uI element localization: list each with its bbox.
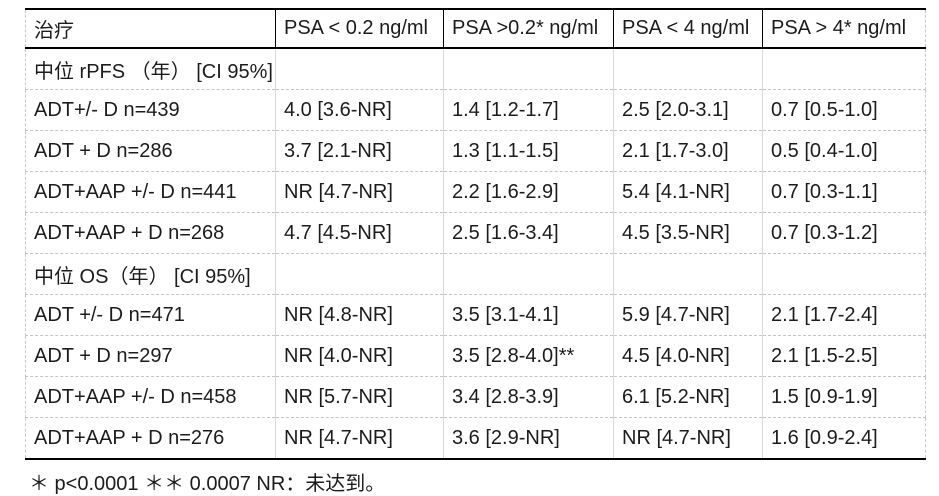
value-cell: NR [4.8-NR] [275, 294, 444, 336]
psa-outcomes-table-container: 治疗 PSA < 0.2 ng/ml PSA >0.2* ng/ml PSA < 4 … [25, 8, 926, 496]
value-cell: 3.4 [2.8-3.9] [443, 376, 614, 418]
value-cell: 0.5 [0.4-1.0] [762, 130, 926, 172]
table-row: ADT+AAP + D n=268 4.7 [4.5-NR] 2.5 [1.6-3.… [25, 212, 926, 254]
value-cell: 1.4 [1.2-1.7] [443, 89, 614, 131]
header-row: 治疗 PSA < 0.2 ng/ml PSA >0.2* ng/ml PSA < 4 … [25, 8, 926, 49]
value-cell: 3.5 [3.1-4.1] [443, 294, 614, 336]
table-row: ADT+AAP +/- D n=441 NR [4.7-NR] 2.2 [1.6-2… [25, 171, 926, 213]
value-cell: NR [4.7-NR] [275, 417, 444, 460]
value-cell [762, 253, 926, 295]
column-header-psa-2: PSA >0.2* ng/ml [443, 8, 614, 49]
value-cell [762, 48, 926, 90]
value-cell: NR [4.7-NR] [613, 417, 763, 460]
value-cell: 4.5 [3.5-NR] [613, 212, 763, 254]
table-body: 中位 rPFS （年） [CI 95%] ADT+/- D n=439 4.0 [3… [25, 48, 926, 460]
section-row: 中位 OS（年） [CI 95%] [25, 253, 926, 295]
value-cell: 2.1 [1.7-3.0] [613, 130, 763, 172]
section-label: 中位 OS（年） [CI 95%] [25, 253, 276, 295]
value-cell: 2.2 [1.6-2.9] [443, 171, 614, 213]
value-cell: NR [4.0-NR] [275, 335, 444, 377]
row-label: ADT+AAP +/- D n=458 [25, 376, 276, 418]
column-header-psa-1: PSA < 0.2 ng/ml [275, 8, 444, 49]
value-cell [613, 253, 763, 295]
table-row: ADT+/- D n=439 4.0 [3.6-NR] 1.4 [1.2-1.7] 2… [25, 89, 926, 131]
psa-outcomes-table: 治疗 PSA < 0.2 ng/ml PSA >0.2* ng/ml PSA < 4 … [25, 8, 926, 460]
row-label: ADT + D n=297 [25, 335, 276, 377]
value-cell: 0.7 [0.3-1.2] [762, 212, 926, 254]
value-cell: 0.7 [0.5-1.0] [762, 89, 926, 131]
value-cell: 5.4 [4.1-NR] [613, 171, 763, 213]
value-cell: 4.0 [3.6-NR] [275, 89, 444, 131]
value-cell: 1.5 [0.9-1.9] [762, 376, 926, 418]
section-row: 中位 rPFS （年） [CI 95%] [25, 48, 926, 90]
column-header-treatment: 治疗 [25, 8, 276, 49]
value-cell [275, 253, 444, 295]
value-cell: 5.9 [4.7-NR] [613, 294, 763, 336]
value-cell: 2.1 [1.5-2.5] [762, 335, 926, 377]
value-cell: 2.5 [2.0-3.1] [613, 89, 763, 131]
section-label: 中位 rPFS （年） [CI 95%] [25, 48, 276, 90]
value-cell: 3.6 [2.9-NR] [443, 417, 614, 460]
value-cell: 6.1 [5.2-NR] [613, 376, 763, 418]
row-label: ADT+AAP + D n=276 [25, 417, 276, 460]
table-row: ADT + D n=297 NR [4.0-NR] 3.5 [2.8-4.0]** 4… [25, 335, 926, 377]
value-cell: 4.7 [4.5-NR] [275, 212, 444, 254]
footnote: ＊ p<0.0001 ＊＊ 0.0007 NR：未达到。 [29, 473, 386, 495]
value-cell: 0.7 [0.3-1.1] [762, 171, 926, 213]
table-header: 治疗 PSA < 0.2 ng/ml PSA >0.2* ng/ml PSA < 4 … [25, 8, 926, 49]
value-cell: 2.5 [1.6-3.4] [443, 212, 614, 254]
value-cell [613, 48, 763, 90]
table-row: ADT+AAP +/- D n=458 NR [5.7-NR] 3.4 [2.8-3… [25, 376, 926, 418]
row-label: ADT+/- D n=439 [25, 89, 276, 131]
value-cell [275, 48, 444, 90]
column-header-psa-3: PSA < 4 ng/ml [613, 8, 763, 49]
table-row: ADT + D n=286 3.7 [2.1-NR] 1.3 [1.1-1.5] 2.… [25, 130, 926, 172]
table-row: ADT+AAP + D n=276 NR [4.7-NR] 3.6 [2.9-NR]… [25, 417, 926, 460]
value-cell: 2.1 [1.7-2.4] [762, 294, 926, 336]
value-cell: 3.7 [2.1-NR] [275, 130, 444, 172]
value-cell: NR [4.7-NR] [275, 171, 444, 213]
value-cell [443, 253, 614, 295]
row-label: ADT + D n=286 [25, 130, 276, 172]
value-cell [443, 48, 614, 90]
value-cell: 1.6 [0.9-2.4] [762, 417, 926, 460]
row-label: ADT+AAP +/- D n=441 [25, 171, 276, 213]
value-cell: NR [5.7-NR] [275, 376, 444, 418]
value-cell: 3.5 [2.8-4.0]** [443, 335, 614, 377]
column-header-psa-4: PSA > 4* ng/ml [762, 8, 926, 49]
row-label: ADT +/- D n=471 [25, 294, 276, 336]
row-label: ADT+AAP + D n=268 [25, 212, 276, 254]
value-cell: 4.5 [4.0-NR] [613, 335, 763, 377]
table-row: ADT +/- D n=471 NR [4.8-NR] 3.5 [3.1-4.1] 5… [25, 294, 926, 336]
value-cell: 1.3 [1.1-1.5] [443, 130, 614, 172]
